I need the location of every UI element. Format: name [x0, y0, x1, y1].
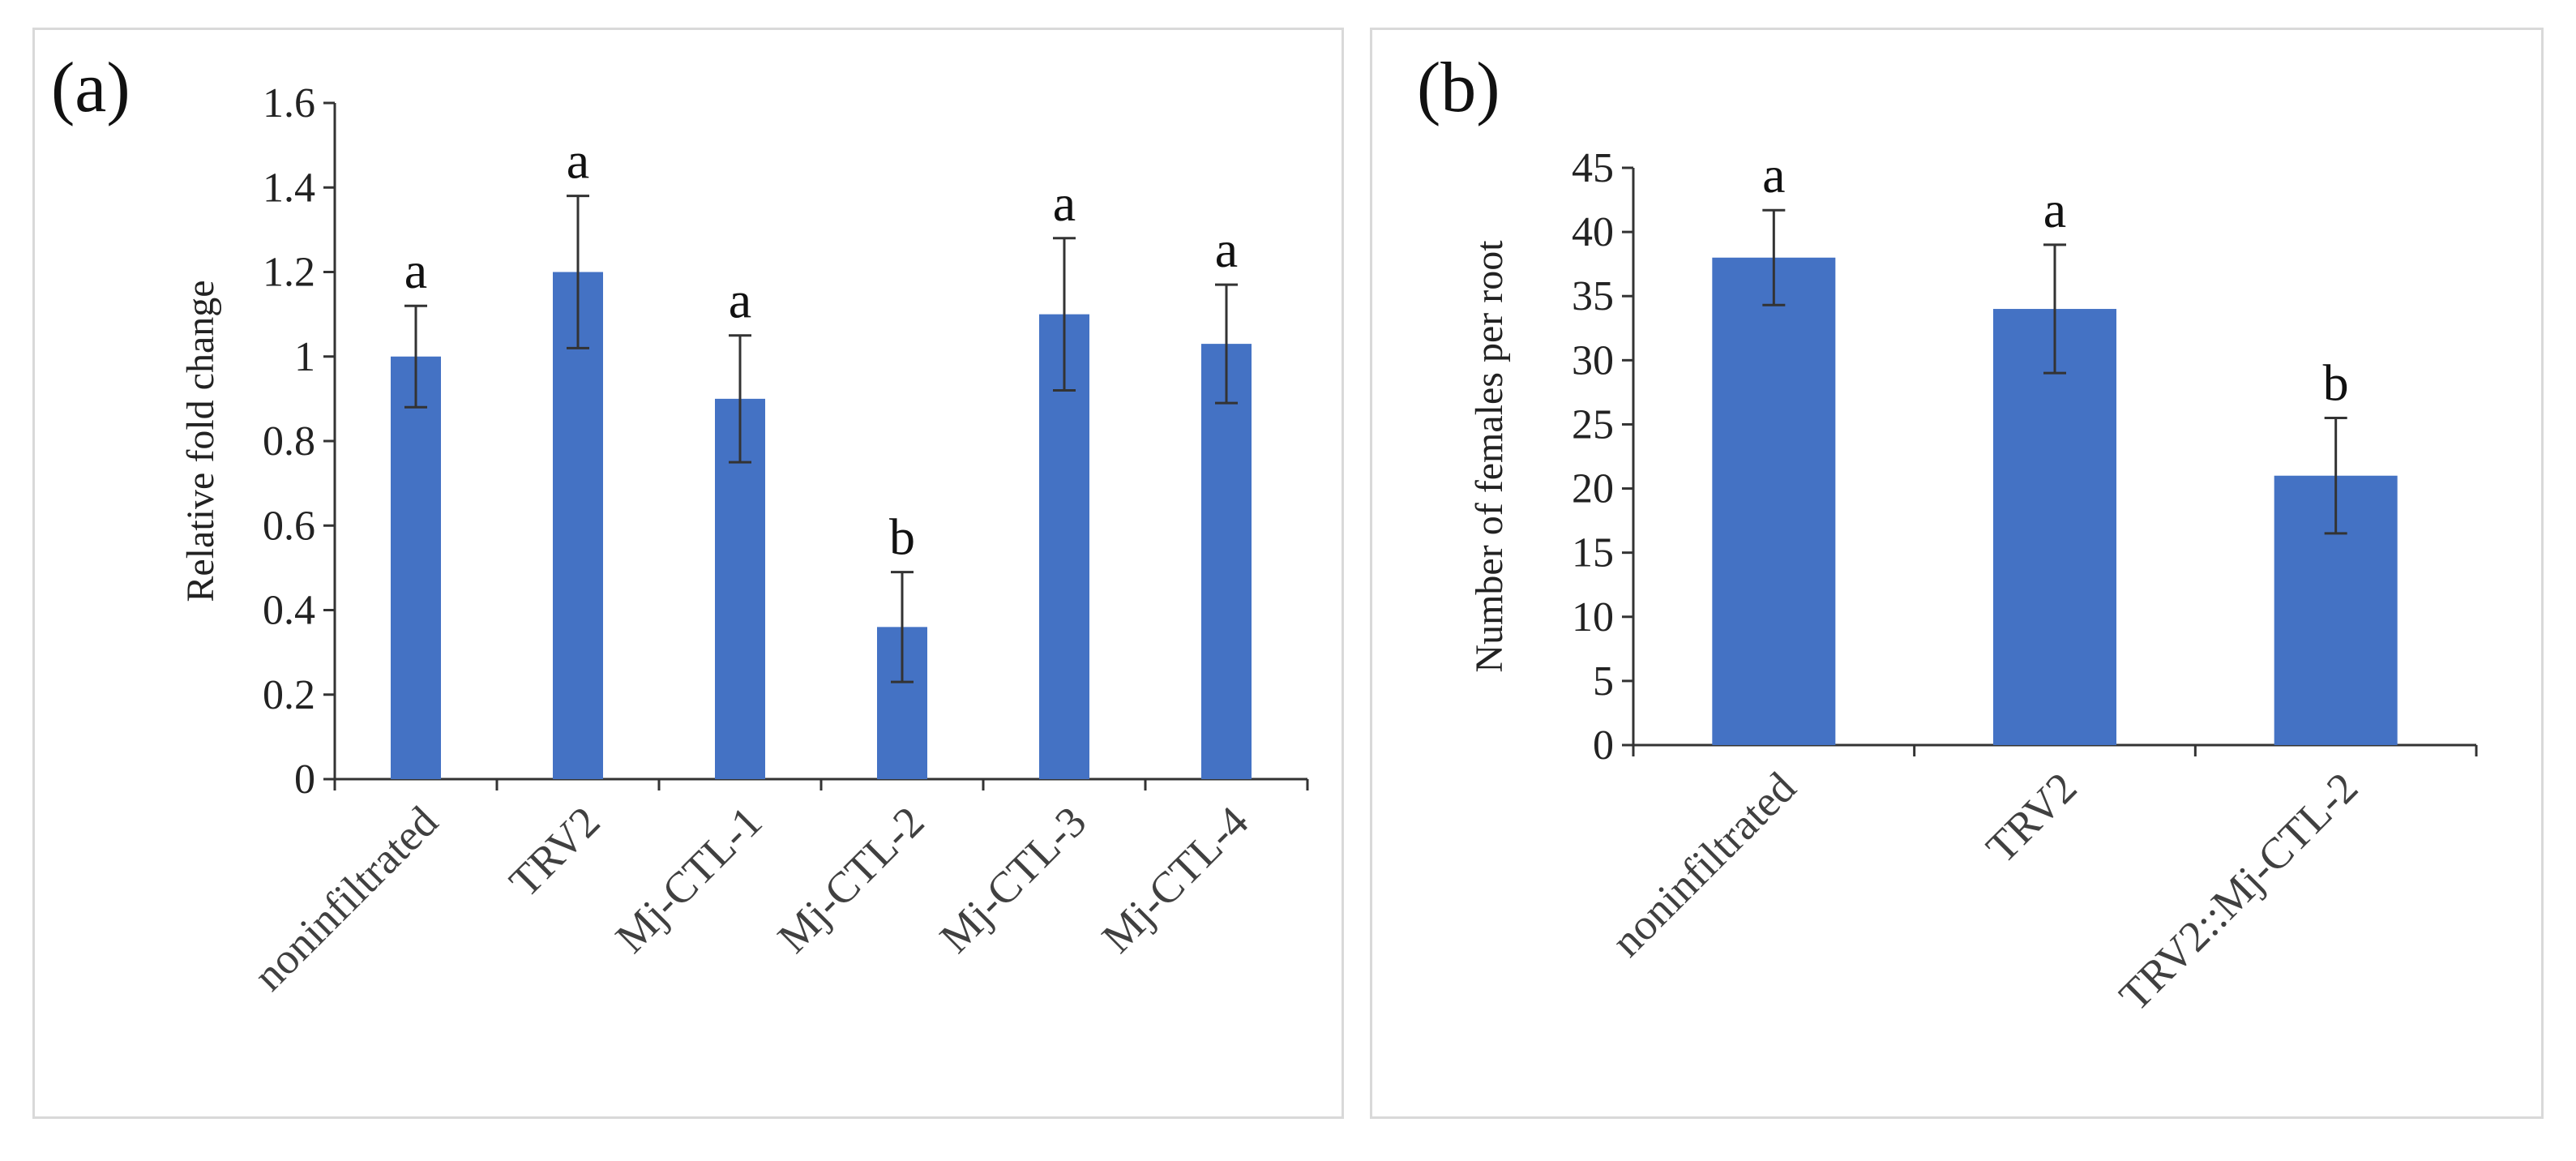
chart-1-category-label: TRV2 [1977, 763, 2086, 872]
chart-0-y-tick-label: 0.8 [263, 418, 315, 465]
panel-label-b: (b) [1417, 49, 1500, 127]
chart-1-significance-label: a [1762, 146, 1785, 203]
chart-0-bar [1039, 314, 1089, 779]
chart-0-bar [391, 356, 441, 779]
chart-1-y-tick-label: 10 [1572, 594, 1614, 640]
chart-a-svg: (a) 0 0.2 0.4 0.6 0.8 1 1.2 1.4 1.6 Relative fold… [51, 49, 1309, 1000]
chart-0-significance-label: a [1215, 221, 1238, 278]
chart-0-significance-label: a [1053, 174, 1076, 232]
chart-0-category-label: Mj-CTL-1 [606, 797, 772, 962]
chart-0-significance-label: a [567, 132, 589, 190]
chart-0-significance-label: a [404, 242, 427, 299]
chart-0-y-axis-title: Relative fold change [179, 280, 222, 602]
chart-1-y-tick-label: 30 [1572, 337, 1614, 383]
chart-1-y-tick-label: 25 [1572, 401, 1614, 448]
chart-1-category-label: TRV2::Mj-CTL-2 [2110, 763, 2367, 1020]
chart-0-y-tick-label: 1.6 [263, 80, 315, 126]
chart-0-y-tick-label: 0.4 [263, 588, 315, 634]
chart-1-y-tick-label: 0 [1593, 722, 1614, 769]
chart-1-y-tick-label: 35 [1572, 273, 1614, 319]
chart-1-y-tick-label: 15 [1572, 530, 1614, 576]
chart-b-svg: (b) 0 5 10 15 20 25 30 35 40 45 Number of females … [1417, 49, 2478, 1020]
chart-0-significance-label: b [889, 508, 915, 566]
chart-0-category-label: Mj-CTL-4 [1093, 797, 1258, 962]
chart-0-y-tick-label: 1.2 [263, 250, 315, 296]
chart-0-y-tick-label: 0.6 [263, 503, 315, 549]
chart-1-significance-label: a [2043, 181, 2066, 238]
chart-0-category-label: noninfiltrated [244, 797, 447, 1000]
chart-1-y-tick-label: 45 [1572, 145, 1614, 191]
chart-1-y-tick-label: 20 [1572, 466, 1614, 512]
chart-1-y-axis-title: Number of females per root [1468, 240, 1511, 673]
panel-label-a: (a) [51, 49, 131, 127]
chart-0-category-label: Mj-CTL-2 [768, 797, 934, 962]
chart-0-category-label: TRV2 [500, 797, 610, 906]
chart-1-y-tick-label: 40 [1572, 209, 1614, 255]
chart-panel-b: (b) 0 5 10 15 20 25 30 35 40 45 Number of females … [1370, 28, 2544, 1119]
chart-1-bar [1712, 257, 1836, 745]
chart-0-category-label: Mj-CTL-3 [931, 797, 1096, 962]
chart-0-significance-label: a [729, 272, 751, 329]
chart-1-y-tick-label: 5 [1593, 658, 1614, 705]
chart-0-y-tick-label: 0 [294, 756, 315, 803]
chart-1-category-label: noninfiltrated [1603, 763, 1805, 966]
chart-0-y-tick-label: 1 [294, 334, 315, 380]
chart-0-y-tick-label: 0.2 [263, 672, 315, 718]
chart-0-y-tick-label: 1.4 [263, 165, 315, 211]
chart-1-significance-label: b [2323, 354, 2349, 412]
chart-1-bar [1993, 309, 2116, 745]
chart-panel-a: (a) 0 0.2 0.4 0.6 0.8 1 1.2 1.4 1.6 Relative fold… [32, 28, 1344, 1119]
chart-0-bar [1201, 344, 1252, 779]
chart-0-bar [553, 272, 603, 779]
